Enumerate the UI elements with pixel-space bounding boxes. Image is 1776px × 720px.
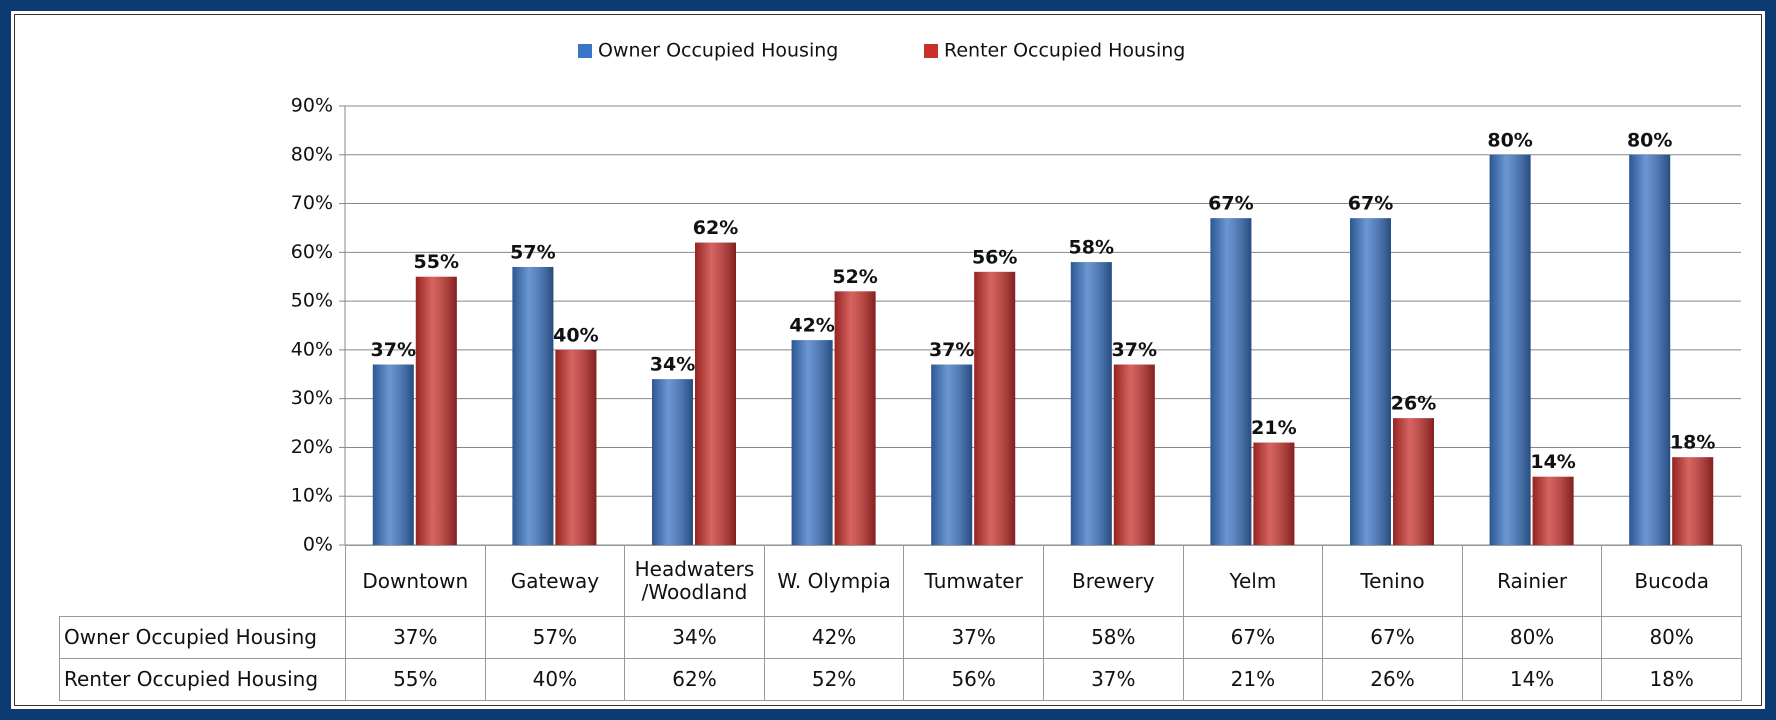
table-value: 37% bbox=[1043, 658, 1184, 701]
y-tick-label: 80% bbox=[291, 143, 333, 165]
y-tick-label: 10% bbox=[291, 485, 333, 507]
data-label: 67% bbox=[1348, 193, 1393, 215]
table-value: 26% bbox=[1322, 658, 1463, 701]
table-value: 55% bbox=[345, 658, 486, 701]
bar-shade bbox=[555, 349, 597, 545]
y-tick-label: 60% bbox=[291, 241, 333, 263]
data-label: 26% bbox=[1391, 393, 1436, 415]
bar-shade bbox=[1253, 442, 1295, 545]
data-label: 56% bbox=[972, 246, 1017, 268]
category-label: Tumwater bbox=[903, 545, 1044, 617]
data-label: 14% bbox=[1530, 451, 1575, 473]
table-value: 18% bbox=[1601, 658, 1742, 701]
category-label: Bucoda bbox=[1601, 545, 1742, 617]
row-header: Renter Occupied Housing bbox=[59, 658, 346, 701]
table-value: 58% bbox=[1043, 616, 1184, 659]
bar-shade bbox=[1210, 218, 1252, 545]
bar-shade bbox=[1672, 457, 1714, 545]
data-label: 21% bbox=[1251, 417, 1296, 439]
y-tick-label: 30% bbox=[291, 387, 333, 409]
table-value: 57% bbox=[484, 616, 626, 659]
table-value: 40% bbox=[484, 658, 626, 701]
y-tick-label: 70% bbox=[291, 192, 333, 214]
bar-shade bbox=[512, 266, 554, 545]
category-label: Tenino bbox=[1322, 545, 1463, 617]
data-label: 67% bbox=[1208, 193, 1253, 215]
data-label: 37% bbox=[1112, 339, 1157, 361]
category-label: Brewery bbox=[1043, 545, 1184, 617]
legend-label: Owner Occupied Housing bbox=[598, 40, 838, 62]
table-value: 80% bbox=[1601, 616, 1742, 659]
table-value: 37% bbox=[903, 616, 1044, 659]
data-label: 52% bbox=[832, 266, 877, 288]
table-value: 67% bbox=[1322, 616, 1463, 659]
category-label: Rainier bbox=[1461, 545, 1603, 617]
data-label: 37% bbox=[929, 339, 974, 361]
inner-border bbox=[14, 14, 1762, 706]
category-label: Downtown bbox=[345, 545, 486, 617]
bar-shade bbox=[931, 364, 973, 545]
data-label: 62% bbox=[693, 217, 738, 239]
category-label: W. Olympia bbox=[763, 545, 905, 617]
category-label: Headwaters /Woodland bbox=[624, 545, 765, 617]
table-value: 42% bbox=[763, 616, 905, 659]
table-value: 80% bbox=[1461, 616, 1603, 659]
legend-swatch bbox=[578, 44, 592, 58]
table-value: 14% bbox=[1461, 658, 1603, 701]
category-label: Gateway bbox=[484, 545, 626, 617]
y-tick-label: 50% bbox=[291, 290, 333, 312]
y-tick-label: 0% bbox=[303, 534, 333, 556]
table-value: 21% bbox=[1182, 658, 1324, 701]
bar-shade bbox=[695, 242, 736, 546]
data-label: 55% bbox=[414, 251, 459, 273]
data-label: 58% bbox=[1069, 237, 1114, 259]
legend-swatch bbox=[924, 44, 938, 58]
data-label: 34% bbox=[650, 354, 695, 376]
bar-shade bbox=[1629, 154, 1671, 545]
table-value: 56% bbox=[903, 658, 1044, 701]
y-tick-label: 40% bbox=[291, 338, 333, 360]
category-label: Yelm bbox=[1182, 545, 1324, 617]
table-value: 62% bbox=[624, 658, 765, 701]
bar-shade bbox=[372, 364, 414, 545]
y-tick-label: 20% bbox=[291, 436, 333, 458]
bar-shade bbox=[415, 276, 457, 545]
bar-shade bbox=[1532, 476, 1574, 545]
table-value: 34% bbox=[624, 616, 765, 659]
bar-shade bbox=[1489, 154, 1531, 545]
bar-shade bbox=[1113, 364, 1155, 545]
table-value: 52% bbox=[763, 658, 905, 701]
data-label: 40% bbox=[553, 324, 598, 346]
bar-shade bbox=[1393, 418, 1434, 545]
legend-label: Renter Occupied Housing bbox=[944, 40, 1185, 62]
bar-shade bbox=[1350, 218, 1391, 545]
data-label: 57% bbox=[510, 241, 555, 263]
table-value: 37% bbox=[345, 616, 486, 659]
data-label: 37% bbox=[371, 339, 416, 361]
bar-shade bbox=[1070, 262, 1112, 545]
row-header: Owner Occupied Housing bbox=[59, 616, 346, 659]
data-label: 80% bbox=[1627, 129, 1672, 151]
data-label: 18% bbox=[1670, 432, 1715, 454]
data-label: 80% bbox=[1487, 129, 1532, 151]
bar-shade bbox=[652, 379, 693, 545]
data-label: 42% bbox=[789, 315, 834, 337]
y-tick-label: 90% bbox=[291, 95, 333, 117]
bar-shade bbox=[791, 340, 833, 545]
table-value: 67% bbox=[1182, 616, 1324, 659]
bar-shade bbox=[834, 291, 876, 545]
bar-shade bbox=[974, 271, 1016, 545]
